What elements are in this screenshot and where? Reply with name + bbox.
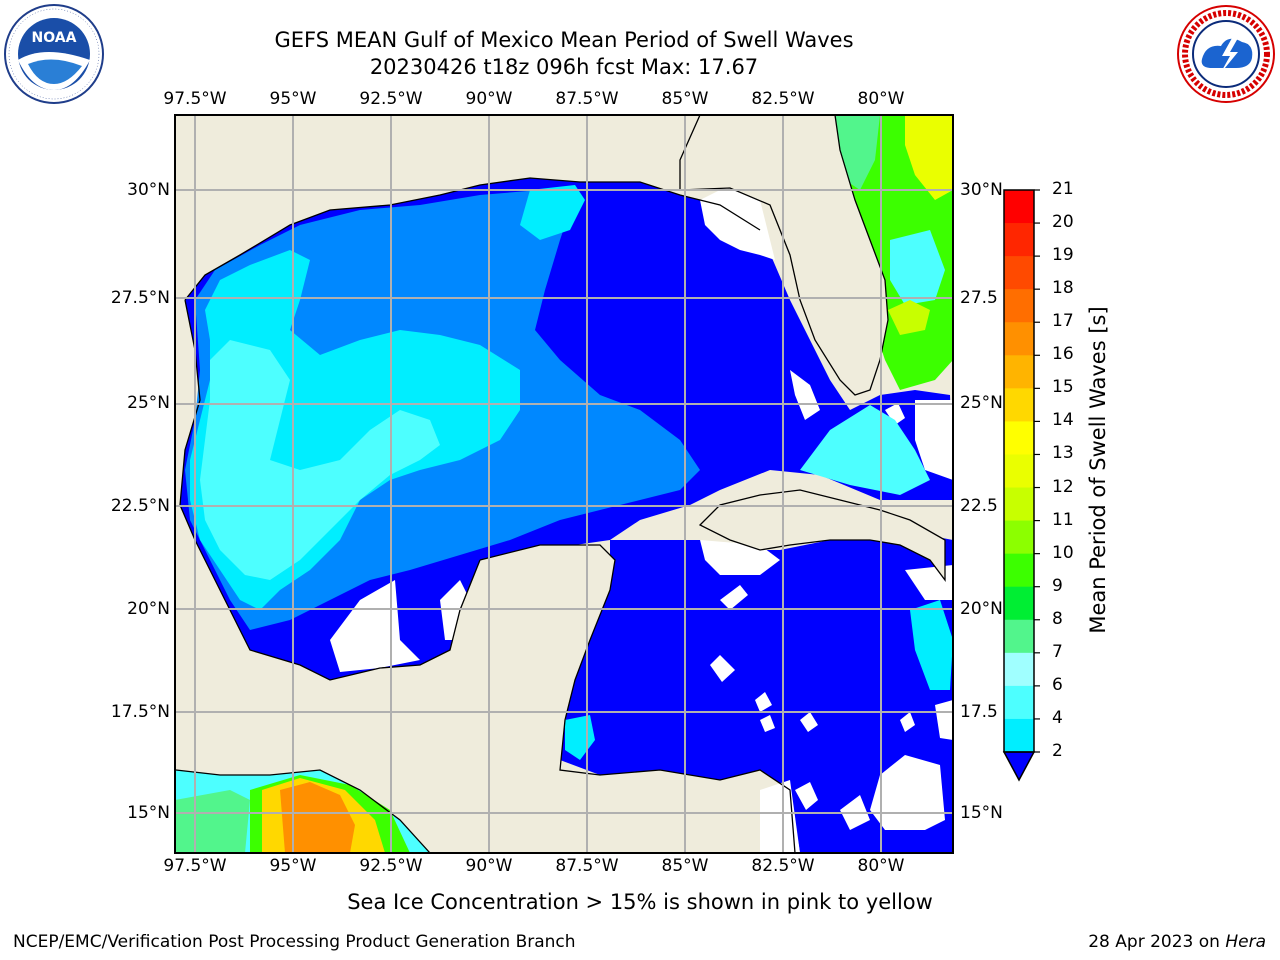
colorbar-tick-label: 14	[1052, 410, 1074, 431]
ice-note: Sea Ice Concentration > 15% is shown in …	[347, 890, 933, 914]
colorbar-tick-label: 6	[1052, 674, 1063, 695]
no-data-areas	[330, 185, 953, 853]
lat-label-right: 25°N	[960, 393, 1003, 413]
colorbar-tick-label: 4	[1052, 707, 1063, 728]
colorbar-tick-label: 2	[1052, 741, 1063, 761]
noaa-logo: NOAA	[4, 4, 104, 104]
lon-label-top: 82.5°W	[751, 89, 815, 109]
colorbar-segment	[1004, 421, 1034, 455]
colorbar-tick-label: 20	[1052, 212, 1074, 233]
atlantic-swell-yellowgreen	[888, 300, 930, 335]
colorbar-segment	[1004, 718, 1034, 753]
atlantic-swell-cyan	[890, 230, 945, 305]
colorbar-tick-label: 19	[1052, 245, 1074, 266]
svg-text:NOAA: NOAA	[32, 30, 77, 46]
colorbar-label: Mean Period of Swell Waves [s]	[1086, 306, 1110, 634]
lon-label-top: 95°W	[269, 89, 317, 109]
colorbar-tick-label: 10	[1052, 542, 1074, 563]
lat-label-right: 27.5	[960, 288, 998, 308]
lon-label-top: 92.5°W	[359, 89, 423, 109]
colorbar-tick-label: 13	[1052, 443, 1074, 464]
lon-label-bottom: 92.5°W	[359, 856, 423, 876]
graticule	[175, 115, 953, 853]
lon-label-bottom: 87.5°W	[555, 856, 619, 876]
colorbar-tick-label: 21	[1052, 179, 1074, 199]
colorbar-tick-label: 15	[1052, 377, 1074, 398]
lat-label-left: 25°N	[127, 393, 170, 413]
colorbar-segment	[1004, 652, 1034, 687]
lon-label-top: 97.5°W	[163, 89, 227, 109]
lat-label-right: 17.5	[960, 702, 998, 722]
colorbar-segment	[1004, 223, 1034, 257]
colorbar-extend-arrow	[1002, 751, 1036, 782]
lon-label-bottom: 95°W	[269, 856, 317, 876]
lat-label-left: 17.5°N	[110, 702, 170, 722]
lat-label-left: 27.5°N	[110, 288, 170, 308]
colorbar	[1000, 186, 1040, 786]
colorbar-segment	[1004, 289, 1034, 323]
lon-label-top: 87.5°W	[555, 89, 619, 109]
swell-band-6s-ne	[520, 185, 585, 240]
lon-label-bottom: 82.5°W	[751, 856, 815, 876]
colorbar-segment	[1004, 619, 1034, 654]
lon-label-top: 80°W	[857, 89, 905, 109]
lat-label-left: 20°N	[127, 599, 170, 619]
pacific-swell-green-west	[175, 790, 250, 853]
colorbar-segment	[1004, 553, 1034, 588]
swell-band-7s	[200, 340, 440, 580]
colorbar-frame	[1003, 189, 1035, 753]
colorbar-segment	[1004, 454, 1034, 489]
colorbar-tick-label: 18	[1052, 278, 1074, 299]
colorbar-tick-label: 16	[1052, 344, 1074, 365]
footer-date-text: 28 Apr 2023 on	[1088, 932, 1226, 952]
lon-label-top: 85°W	[661, 89, 709, 109]
cuba-land	[698, 489, 946, 582]
footer-date: 28 Apr 2023 on Hera	[1088, 932, 1266, 952]
nws-logo	[1176, 4, 1276, 104]
colorbar-segment	[1004, 388, 1034, 422]
footer-credit: NCEP/EMC/Verification Post Processing Pr…	[13, 932, 576, 952]
lon-label-bottom: 85°W	[661, 856, 709, 876]
colorbar-segment	[1004, 355, 1034, 389]
lat-label-right: 30°N	[960, 180, 1003, 200]
pacific-swell-orange	[280, 782, 355, 853]
lon-label-top: 90°W	[465, 89, 513, 109]
lat-label-right: 22.5	[960, 496, 998, 516]
colorbar-tick-label: 8	[1052, 608, 1063, 629]
lat-label-left: 22.5°N	[110, 496, 170, 516]
straits-swell-cyan	[800, 405, 930, 495]
map-frame	[174, 114, 954, 854]
footer-host: Hera	[1225, 932, 1266, 952]
chart-subtitle: 20230426 t18z 096h fcst Max: 17.67	[369, 55, 759, 79]
colorbar-segment	[1004, 520, 1034, 555]
lat-label-left: 15°N	[127, 803, 170, 823]
colorbar-tick-label: 11	[1052, 509, 1074, 530]
colorbar-segment	[1004, 322, 1034, 356]
atlantic-swell-yellow	[905, 115, 953, 200]
colorbar-segment	[1004, 487, 1034, 522]
lat-label-right: 15°N	[960, 803, 1003, 823]
lat-label-right: 20°N	[960, 599, 1003, 619]
colorbar-segment	[1004, 586, 1034, 621]
lon-label-bottom: 80°W	[857, 856, 905, 876]
lat-label-left: 30°N	[127, 180, 170, 200]
colorbar-tick-label: 17	[1052, 311, 1074, 332]
colorbar-tick-label: 12	[1052, 476, 1074, 497]
colorbar-segment	[1004, 190, 1034, 224]
colorbar-segment	[1004, 685, 1034, 720]
colorbar-tick-label: 9	[1052, 575, 1063, 596]
chart-title: GEFS MEAN Gulf of Mexico Mean Period of …	[274, 28, 854, 52]
lon-label-bottom: 97.5°W	[163, 856, 227, 876]
lon-label-bottom: 90°W	[465, 856, 513, 876]
caribbean-swell-cyan	[910, 600, 953, 690]
colorbar-segment	[1004, 256, 1034, 290]
colorbar-tick-label: 7	[1052, 641, 1063, 662]
